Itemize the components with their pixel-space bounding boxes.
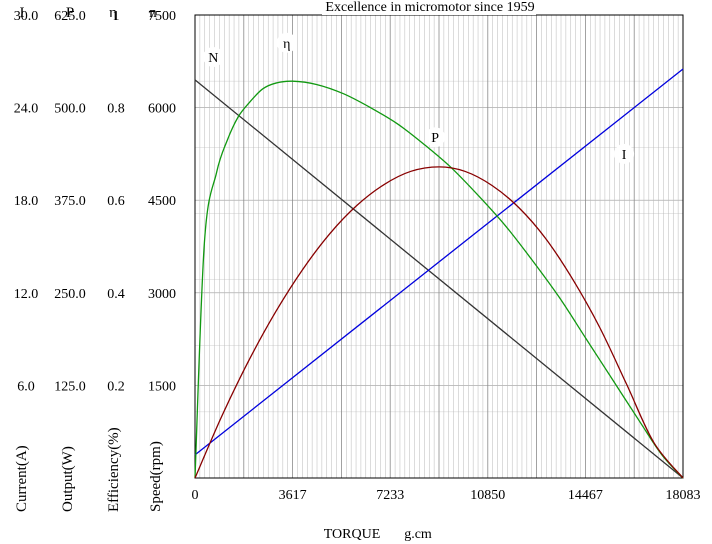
series-line-speed [194, 79, 684, 479]
curve-label-backdrop [203, 46, 224, 67]
x-tick-label: 3617 [279, 488, 307, 503]
series-line-output [194, 166, 684, 479]
curve-label-backdrop [614, 143, 635, 164]
axis-header-n: n [149, 5, 157, 21]
y-tick-label-n: 7500 [148, 9, 176, 24]
x-tick-label: 0 [192, 488, 199, 503]
series-line-current [194, 68, 684, 456]
curve-label: P [431, 131, 439, 146]
curve-labels: Nη P I [203, 32, 635, 164]
y-tick-label-eta: 1 [113, 9, 120, 24]
y-tick-label-n: 6000 [148, 102, 176, 117]
y-axis-label-I: Current(A) [14, 445, 30, 512]
y-tick-label-P: 125.0 [54, 379, 86, 394]
y-tick-label-P: 625.0 [54, 9, 86, 24]
y-axis-label-n: Speed(rpm) [148, 441, 164, 512]
series-lines [194, 68, 684, 479]
y-tick-label-P: 250.0 [54, 287, 86, 302]
series-line-efficiency [194, 80, 684, 479]
y-tick-label-I: 6.0 [17, 379, 35, 394]
grid [195, 15, 683, 478]
x-tick-label: 10850 [470, 488, 505, 503]
x-tick-label: 7233 [376, 488, 404, 503]
y-tick-label-I: 18.0 [14, 194, 39, 209]
y-tick-label-eta: 0.6 [107, 194, 125, 209]
y-tick-label-I: 24.0 [14, 102, 39, 117]
x-tick-label: 18083 [666, 488, 701, 503]
x-tick-label: 14467 [568, 488, 603, 503]
y-tick-label-I: 12.0 [14, 287, 39, 302]
curve-label: N [208, 51, 218, 66]
y-tick-label-n: 3000 [148, 287, 176, 302]
y-tick-label-n: 4500 [148, 194, 176, 209]
chart-title: Excellence in micromotor since 1959 [325, 0, 534, 15]
y-tick-label-eta: 0.8 [107, 102, 125, 117]
y-tick-label-eta: 0.2 [107, 379, 125, 394]
y-tick-label-n: 1500 [148, 379, 176, 394]
title-backdrop [322, 0, 536, 15]
x-axis-label: TORQUE [324, 527, 381, 542]
curve-label: I [622, 148, 627, 163]
y-tick-label-eta: 0.4 [107, 287, 125, 302]
y-tick-label-P: 500.0 [54, 102, 86, 117]
y-tick-label-P: 375.0 [54, 194, 86, 209]
y-axis-label-eta: Efficiency(%) [106, 427, 122, 512]
x-axis-ticks: 0 3617 7233 10850 14467 18083 [192, 488, 701, 503]
axis-header-P: P [66, 5, 74, 21]
x-axis-unit: g.cm [404, 527, 432, 542]
axis-header-eta: η [109, 5, 117, 21]
curve-label-backdrop [425, 127, 446, 148]
curve-label-backdrop [276, 32, 297, 53]
curve-label: η [283, 37, 290, 52]
axis-header-I: I [20, 5, 25, 21]
y-tick-label-I: 30.0 [14, 9, 39, 24]
y-axis-label-P: Output(W) [60, 446, 76, 512]
